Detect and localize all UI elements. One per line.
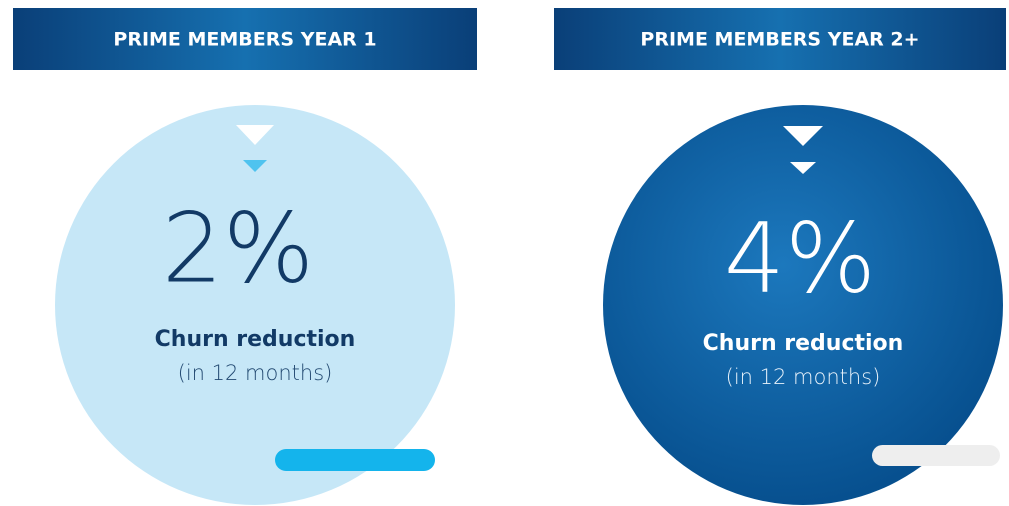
header-bar [554, 8, 1006, 70]
triangle-icon [783, 126, 823, 146]
stat-label: Churn reduction [155, 327, 356, 352]
header-title: PRIME MEMBERS YEAR 2+ [640, 29, 919, 51]
triangle-icon [243, 160, 267, 172]
pill [872, 445, 1000, 466]
circle [603, 105, 1003, 505]
stat-label: Churn reduction [703, 331, 904, 356]
pill [275, 449, 435, 471]
stat-sublabel: (in 12 months) [178, 361, 333, 385]
triangle-icon [790, 162, 816, 174]
stat-value: 4% [724, 202, 876, 314]
header-title: PRIME MEMBERS YEAR 1 [113, 29, 376, 51]
stat-sublabel: (in 12 months) [726, 365, 881, 389]
stat-value: 2% [162, 192, 314, 304]
triangle-icon [236, 125, 274, 145]
circle [55, 105, 455, 505]
header-bar [13, 8, 477, 70]
